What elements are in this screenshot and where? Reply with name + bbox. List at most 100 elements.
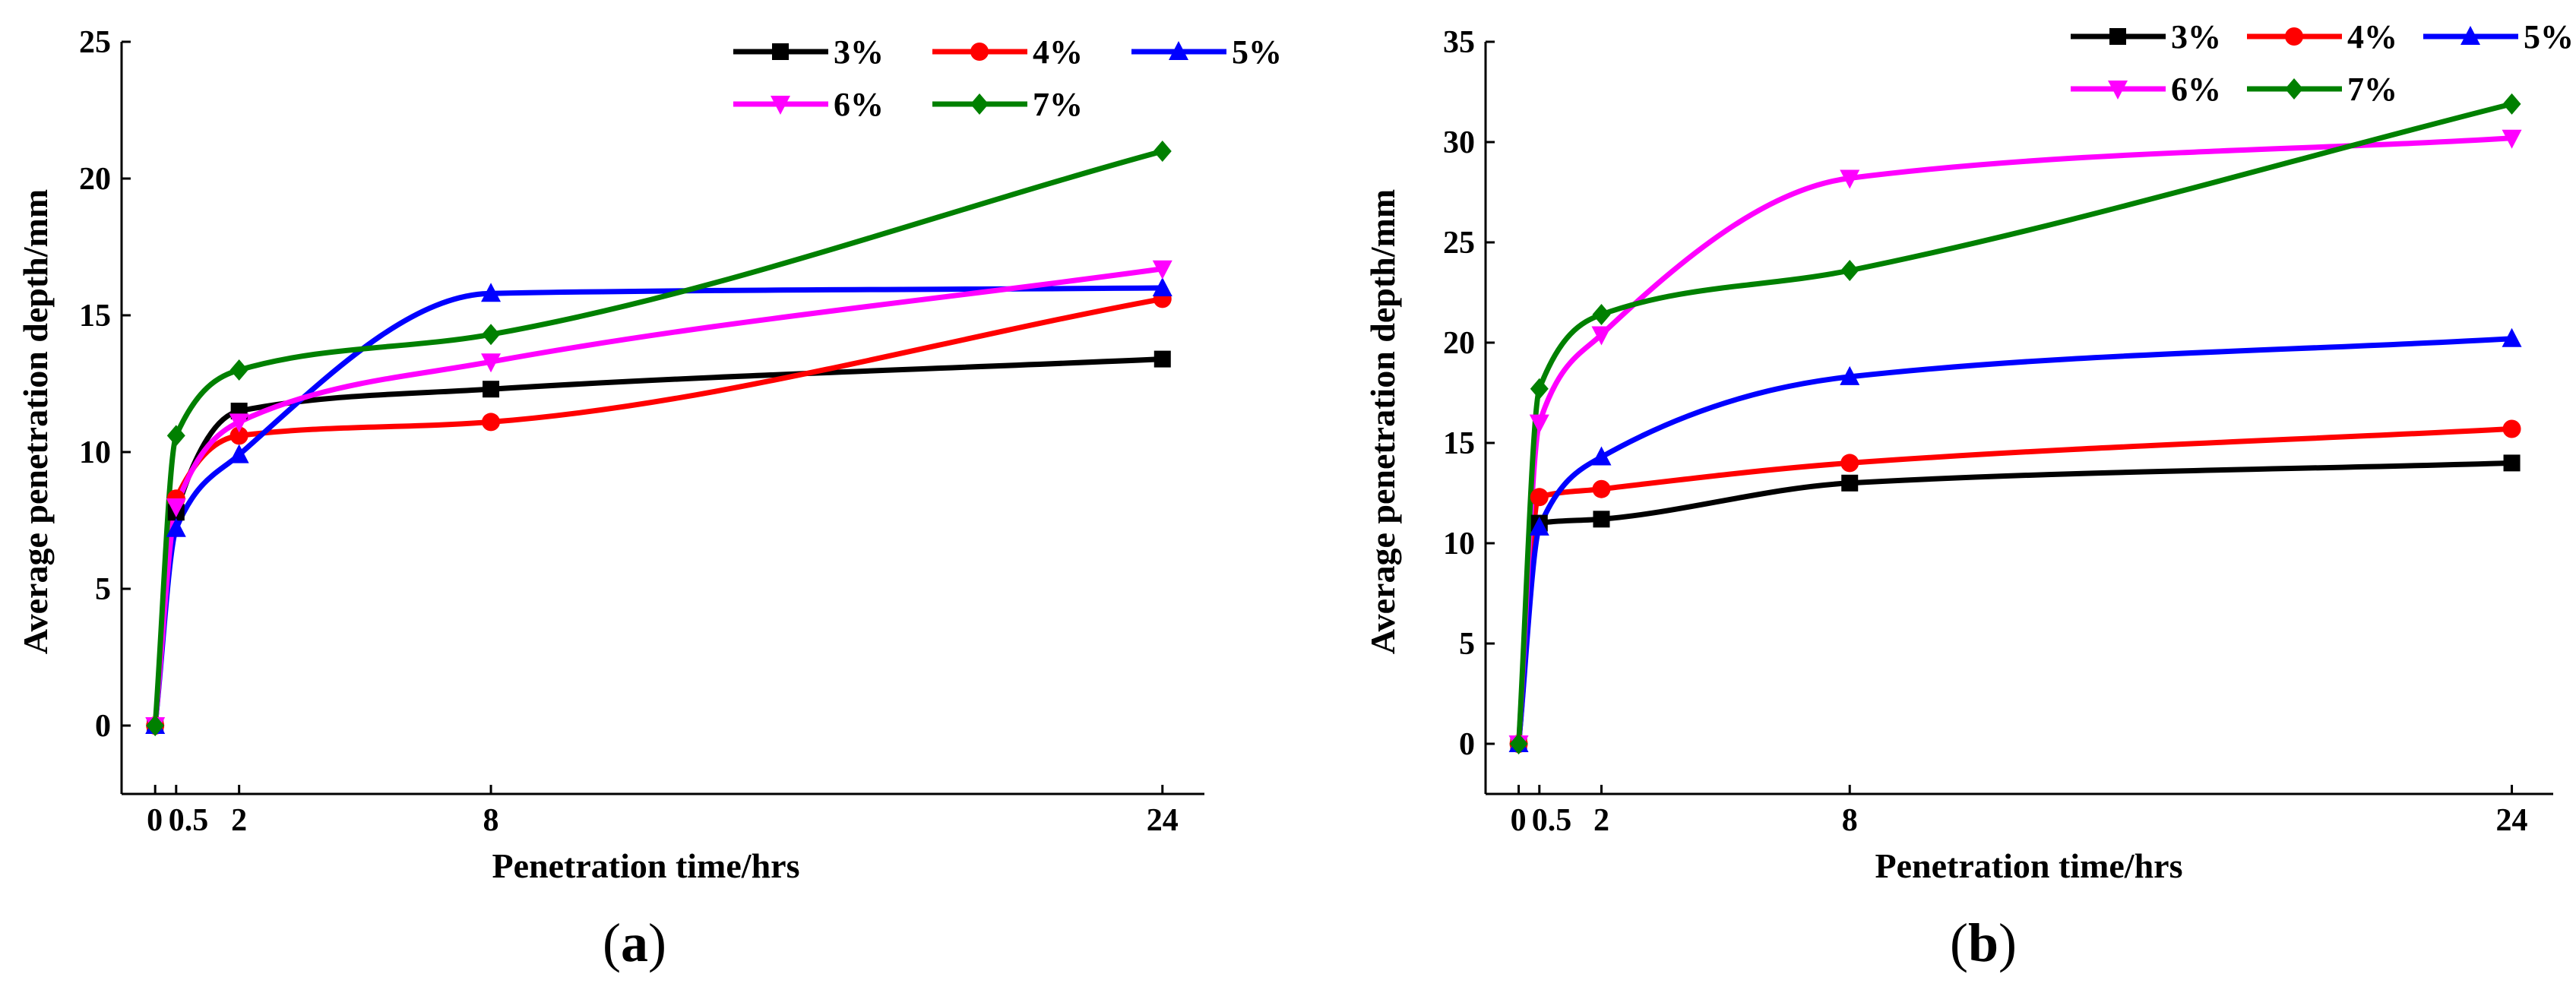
data-point-5pct (1840, 365, 1860, 385)
legend-entry-4pct: 4% (2247, 18, 2397, 55)
legend-label: 3% (834, 33, 884, 71)
legend-entry-7pct: 7% (932, 86, 1083, 123)
data-point-6pct (1840, 169, 1860, 189)
panel-label-a: (a) (603, 912, 666, 973)
legend-label: 6% (834, 86, 884, 123)
series-line-7pct (152, 148, 1166, 729)
x-tick-label: 0 (147, 803, 163, 838)
legend-entry-6pct: 6% (2071, 71, 2221, 108)
legend-label: 4% (1033, 33, 1083, 71)
series-line-3pct (152, 356, 1166, 729)
data-point-3pct (483, 381, 500, 398)
legend-label: 4% (2347, 18, 2397, 55)
legend-label: 7% (1033, 86, 1083, 123)
y-tick-label: 0 (1459, 727, 1475, 762)
legend-marker (2108, 81, 2128, 100)
x-tick-label: 24 (2496, 803, 2528, 838)
data-point-4pct (1840, 454, 1859, 473)
data-point-5pct (2502, 327, 2522, 347)
x-tick-label: 8 (1842, 803, 1858, 838)
data-point-4pct (1592, 479, 1611, 498)
series-line-4pct (1516, 426, 2514, 747)
y-tick-label: 10 (79, 435, 111, 470)
data-point-6pct (166, 498, 186, 517)
legend-entry-4pct: 4% (932, 33, 1083, 71)
x-tick-label: 2 (231, 803, 247, 838)
y-axis-label: Average penetration depth/mm (1363, 189, 1402, 654)
series-line-3pct (1516, 460, 2514, 747)
data-point-5pct (1591, 446, 1612, 466)
legend-label: 6% (2171, 71, 2221, 108)
x-tick-label: 8 (483, 803, 499, 838)
data-point-4pct (482, 413, 501, 432)
data-point-7pct (1530, 378, 1549, 400)
data-point-3pct (1154, 350, 1171, 368)
series-line-6pct (1516, 135, 2514, 747)
data-point-3pct (1841, 474, 1859, 492)
data-point-6pct (1152, 260, 1172, 280)
data-point-5pct (229, 444, 249, 463)
data-point-6pct (1591, 326, 1612, 346)
data-point-7pct (1592, 304, 1611, 326)
data-point-7pct (146, 715, 165, 736)
legend-label: 5% (2524, 18, 2574, 55)
data-point-7pct (166, 425, 185, 447)
legend-marker (2285, 78, 2303, 100)
x-tick-label: 0 (1511, 803, 1527, 838)
y-tick-label: 10 (1443, 527, 1475, 561)
legend-label: 5% (1232, 33, 1282, 71)
y-tick-label: 35 (1443, 25, 1475, 60)
legend-entry-6pct: 6% (733, 86, 884, 123)
data-point-7pct (1153, 141, 1172, 162)
data-point-7pct (1509, 733, 1528, 754)
data-point-4pct (2502, 419, 2521, 438)
data-point-5pct (1529, 516, 1549, 536)
legend-label: 3% (2171, 18, 2221, 55)
y-tick-label: 0 (95, 709, 111, 744)
x-tick-label: 0.5 (1532, 803, 1571, 838)
x-axis-label: Penetration time/hrs (492, 846, 800, 885)
x-axis-label: Penetration time/hrs (1875, 846, 2183, 885)
legend-marker (1169, 41, 1188, 60)
chart-panel-a: Average penetration depth/mm Penetration… (16, 25, 1282, 973)
data-point-5pct (1152, 277, 1172, 296)
data-point-7pct (482, 324, 501, 346)
data-point-3pct (1593, 511, 1610, 528)
y-tick-label: 15 (79, 299, 111, 334)
data-point-7pct (229, 359, 248, 381)
y-axis-label: Average penetration depth/mm (16, 189, 55, 654)
data-point-4pct (229, 426, 248, 445)
legend-label: 7% (2347, 71, 2397, 108)
legend-marker (2460, 26, 2480, 45)
legend-entry-5pct: 5% (2423, 18, 2574, 55)
y-tick-label: 20 (79, 162, 111, 197)
data-point-6pct (229, 413, 249, 433)
legend-entry-3pct: 3% (2071, 18, 2221, 55)
series-line-5pct (1516, 336, 2514, 747)
y-tick-label: 5 (1459, 627, 1475, 662)
legend-entry-5pct: 5% (1131, 33, 1282, 71)
y-tick-label: 30 (1443, 125, 1475, 160)
legend-entry-7pct: 7% (2247, 71, 2397, 108)
series-line-6pct (152, 266, 1166, 729)
data-point-6pct (2502, 129, 2522, 149)
data-point-5pct (166, 517, 186, 537)
data-point-7pct (2502, 93, 2521, 115)
y-tick-label: 25 (1443, 226, 1475, 261)
y-tick-label: 25 (79, 25, 111, 60)
data-point-7pct (1840, 259, 1859, 281)
data-point-6pct (481, 353, 502, 373)
x-tick-label: 0.5 (169, 803, 208, 838)
y-tick-label: 20 (1443, 326, 1475, 361)
legend-marker (772, 43, 789, 60)
x-tick-label: 24 (1147, 803, 1179, 838)
chart-panel-b: Average penetration depth/mm Penetration… (1363, 18, 2574, 973)
x-tick-label: 2 (1593, 803, 1609, 838)
data-point-5pct (481, 283, 502, 302)
data-point-4pct (1530, 488, 1549, 507)
y-tick-label: 15 (1443, 426, 1475, 461)
panel-label-b: (b) (1950, 912, 2017, 973)
data-point-6pct (1529, 414, 1549, 434)
y-tick-label: 5 (95, 572, 111, 607)
